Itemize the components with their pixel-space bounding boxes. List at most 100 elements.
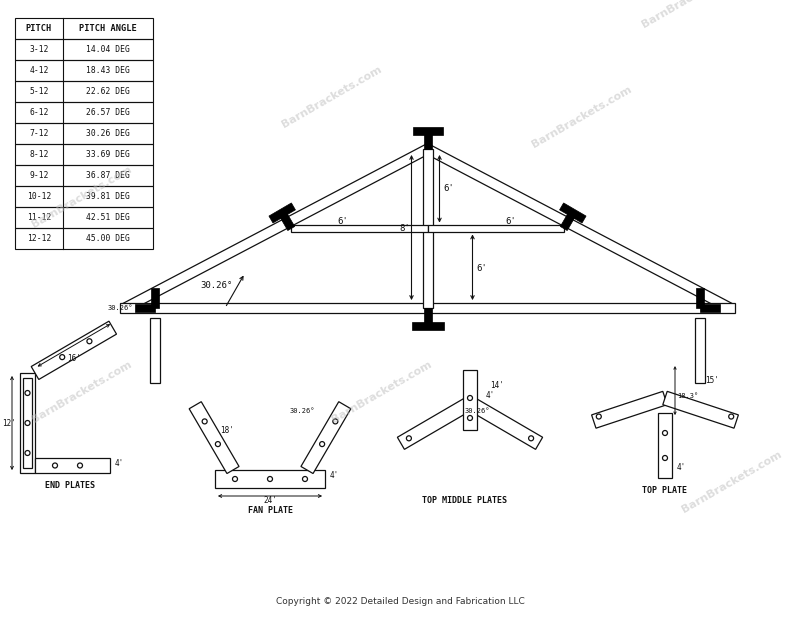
Polygon shape (423, 308, 431, 326)
Text: 45.00 DEG: 45.00 DEG (86, 234, 130, 243)
Bar (15, 39, 153, 60)
Text: 22.62 DEG: 22.62 DEG (86, 87, 130, 96)
Bar (15, 144, 153, 165)
Polygon shape (301, 402, 351, 473)
Circle shape (333, 419, 338, 424)
Bar (15, 228, 153, 249)
Polygon shape (700, 304, 720, 312)
Text: BarnBrackets.com: BarnBrackets.com (30, 164, 134, 230)
Text: 14.04 DEG: 14.04 DEG (86, 45, 130, 54)
Text: BarnBrackets.com: BarnBrackets.com (680, 449, 783, 515)
Polygon shape (696, 288, 704, 308)
Text: 9-12: 9-12 (30, 171, 49, 180)
Polygon shape (413, 127, 442, 135)
Text: Copyright © 2022 Detailed Design and Fabrication LLC: Copyright © 2022 Detailed Design and Fab… (276, 597, 524, 606)
Text: 15': 15' (705, 376, 719, 385)
Text: 12': 12' (2, 418, 16, 428)
Polygon shape (466, 397, 542, 449)
Polygon shape (560, 211, 576, 231)
Polygon shape (559, 203, 586, 223)
Circle shape (60, 355, 65, 360)
Text: 14': 14' (490, 381, 504, 390)
Text: 10-12: 10-12 (27, 192, 51, 201)
Text: BarnBrackets.com: BarnBrackets.com (30, 360, 134, 425)
Circle shape (662, 455, 667, 460)
Circle shape (215, 442, 220, 447)
Polygon shape (398, 397, 474, 449)
Circle shape (267, 476, 273, 481)
Text: 26.57 DEG: 26.57 DEG (86, 108, 130, 117)
Bar (15, 207, 153, 228)
Text: 39.81 DEG: 39.81 DEG (86, 192, 130, 201)
Text: 30.26°: 30.26° (200, 281, 232, 290)
Bar (15, 60, 153, 81)
Circle shape (320, 442, 325, 447)
Polygon shape (663, 391, 738, 428)
Circle shape (662, 431, 667, 436)
Bar (15, 123, 153, 144)
Circle shape (529, 436, 534, 441)
Bar (15, 81, 153, 102)
Polygon shape (151, 288, 159, 308)
Polygon shape (120, 303, 735, 313)
Text: 6-12: 6-12 (30, 108, 49, 117)
Text: 24': 24' (263, 496, 277, 505)
Circle shape (406, 436, 411, 441)
Text: 8': 8' (399, 224, 410, 233)
Text: 4': 4' (115, 459, 124, 468)
Text: 30.26°: 30.26° (290, 408, 315, 414)
Text: 33.69 DEG: 33.69 DEG (86, 150, 130, 159)
Circle shape (467, 396, 473, 400)
Circle shape (202, 419, 207, 424)
Text: 30.26°: 30.26° (108, 305, 134, 311)
Text: 30.26°: 30.26° (465, 408, 490, 414)
Circle shape (729, 414, 734, 419)
Text: FAN PLATE: FAN PLATE (247, 506, 293, 515)
Polygon shape (189, 402, 239, 473)
Text: BarnBrackets.com: BarnBrackets.com (640, 0, 743, 30)
Text: PITCH ANGLE: PITCH ANGLE (79, 24, 137, 33)
Text: 4': 4' (330, 471, 339, 480)
Text: 6': 6' (506, 216, 516, 226)
Circle shape (596, 414, 602, 419)
Text: 8-12: 8-12 (30, 150, 49, 159)
Bar (150, 318, 160, 383)
Circle shape (53, 463, 58, 468)
Text: BarnBrackets.com: BarnBrackets.com (530, 85, 634, 150)
Text: 16': 16' (67, 354, 81, 363)
Polygon shape (411, 322, 443, 330)
Polygon shape (422, 149, 433, 308)
Circle shape (25, 391, 30, 396)
Text: 5-12: 5-12 (30, 87, 49, 96)
Bar (15, 165, 153, 186)
Bar (215, 470, 325, 488)
Bar (463, 370, 477, 430)
Polygon shape (278, 211, 294, 231)
Text: 4': 4' (677, 463, 686, 472)
Bar (695, 318, 705, 383)
Circle shape (25, 451, 30, 455)
Polygon shape (135, 304, 155, 312)
Polygon shape (23, 378, 32, 468)
Text: 7-12: 7-12 (30, 129, 49, 138)
Text: END PLATES: END PLATES (45, 481, 95, 490)
Polygon shape (269, 203, 295, 223)
Text: 42.51 DEG: 42.51 DEG (86, 213, 130, 222)
Polygon shape (427, 225, 564, 232)
Text: BarnBrackets.com: BarnBrackets.com (330, 360, 434, 425)
Circle shape (78, 463, 82, 468)
Bar (15, 186, 153, 207)
Polygon shape (425, 145, 732, 313)
Bar (15, 102, 153, 123)
Polygon shape (591, 391, 667, 428)
Text: 4': 4' (486, 391, 495, 400)
Bar (15, 18, 153, 39)
Text: 6': 6' (477, 264, 487, 273)
Polygon shape (31, 321, 117, 379)
Text: 18.43 DEG: 18.43 DEG (86, 66, 130, 75)
Circle shape (233, 476, 238, 481)
Text: 6': 6' (443, 184, 454, 193)
Circle shape (25, 420, 30, 426)
Circle shape (467, 415, 473, 420)
Text: 6': 6' (338, 216, 348, 226)
